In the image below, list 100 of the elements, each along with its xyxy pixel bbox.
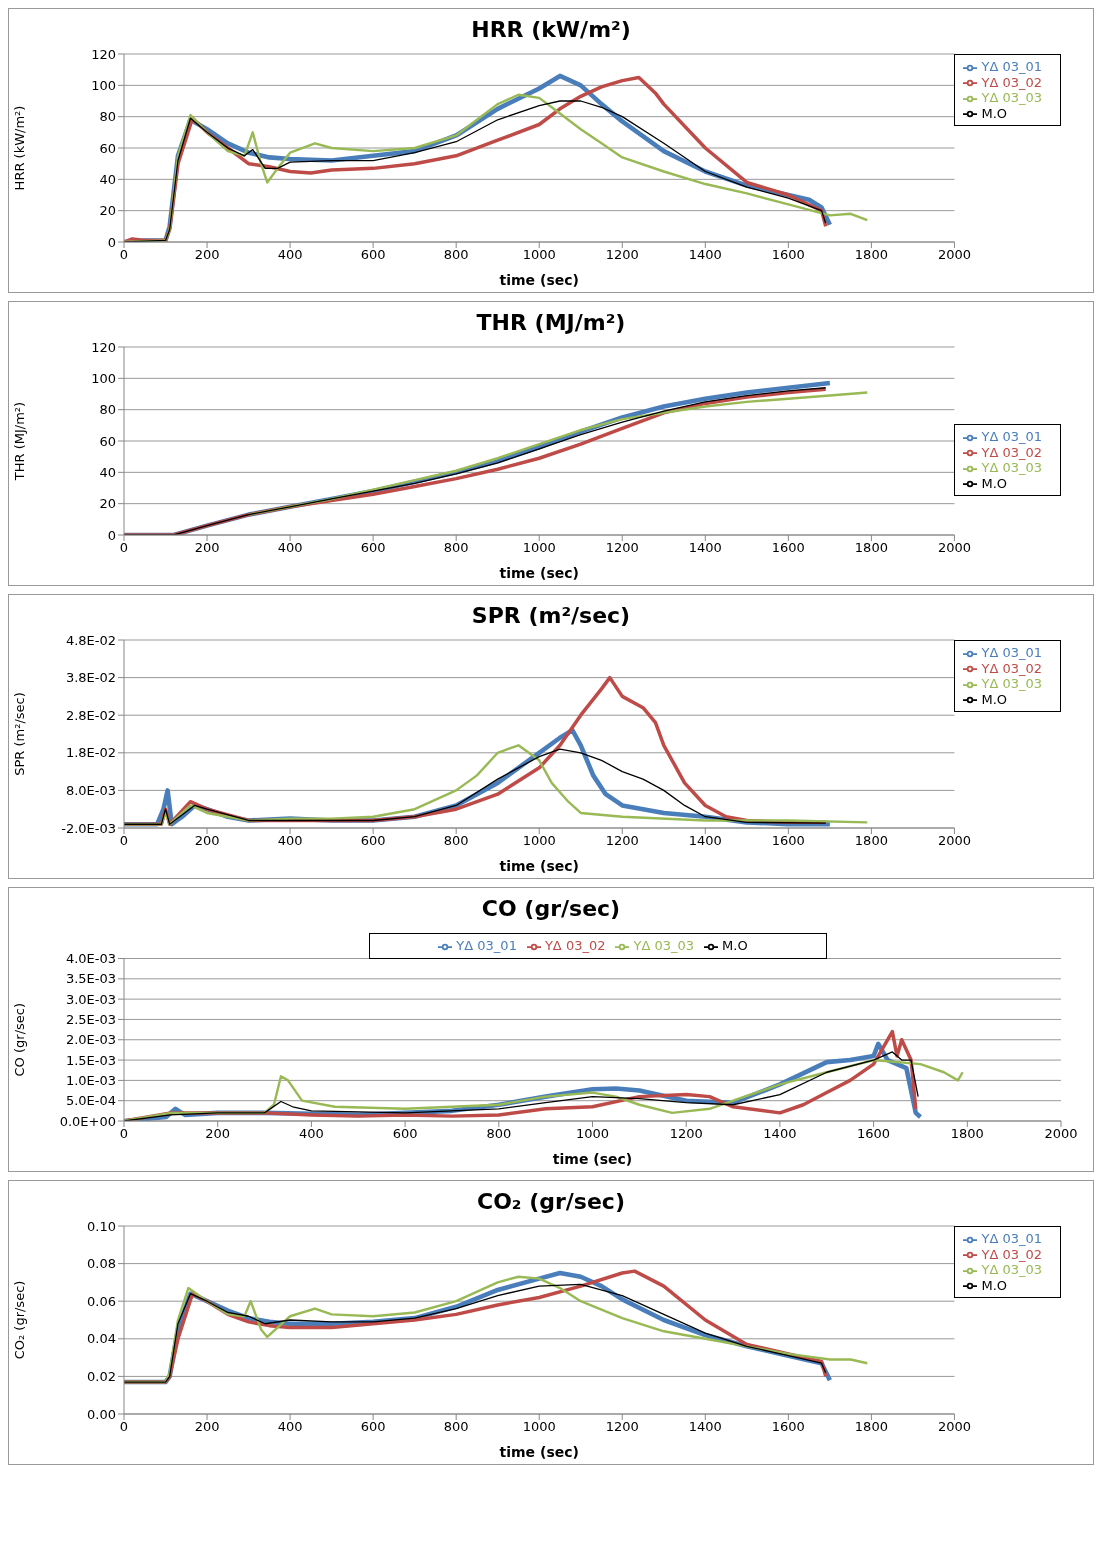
x-tick-label: 1000	[522, 1419, 556, 1435]
x-tick-label: 1600	[771, 540, 805, 556]
x-tick-label: 1600	[771, 1419, 805, 1435]
x-tick-label: 2000	[1044, 1126, 1078, 1142]
y-tick-label: 0.00	[87, 1406, 116, 1422]
y-tick-label: 60	[99, 140, 116, 156]
y-tick-label: 0.02	[87, 1369, 116, 1385]
y-tick-label: 4.8E-02	[65, 632, 116, 648]
x-tick-label: 1800	[950, 1126, 984, 1142]
x-tick-label: 1000	[522, 540, 556, 556]
legend-label: YΔ 03_03	[981, 90, 1042, 105]
y-tick-label: 1.0E-03	[65, 1072, 116, 1088]
x-tick-label: 400	[277, 247, 303, 263]
x-tick-label: 0	[119, 1419, 129, 1435]
x-tick-label: 1000	[522, 247, 556, 263]
chart-title: CO₂ (gr/sec)	[476, 1188, 626, 1214]
legend-label: M.O	[981, 691, 1008, 707]
chart-title: THR (MJ/m²)	[475, 309, 627, 335]
y-tick-label: 3.0E-03	[65, 991, 116, 1007]
y-tick-label: 4.0E-03	[65, 951, 116, 967]
y-tick-label: 0	[107, 527, 116, 543]
y-tick-label: 40	[99, 171, 116, 187]
x-tick-label: 2000	[937, 540, 971, 556]
y-tick-label: 0.06	[87, 1293, 116, 1309]
x-tick-label: 800	[443, 1419, 469, 1435]
x-tick-label: 400	[277, 540, 303, 556]
x-tick-label: 1400	[688, 247, 722, 263]
x-tick-label: 1200	[605, 833, 639, 849]
x-axis-title: time (sec)	[552, 1151, 633, 1167]
x-tick-label: 1400	[688, 833, 722, 849]
legend-label: YΔ 03_01	[456, 938, 517, 953]
y-tick-label: 80	[99, 109, 116, 125]
x-tick-label: 1200	[605, 1419, 639, 1435]
legend-label: YΔ 03_02	[981, 1246, 1042, 1262]
y-axis-title: CO (gr/sec)	[11, 1003, 27, 1077]
x-axis-title: time (sec)	[499, 1444, 579, 1460]
x-tick-label: 1200	[605, 247, 639, 263]
y-tick-label: 80	[99, 402, 116, 418]
x-tick-label: 0	[119, 247, 129, 263]
legend-label: YΔ 03_03	[981, 676, 1042, 691]
y-tick-label: 8.0E-03	[65, 783, 116, 799]
y-tick-label: 0.08	[87, 1256, 116, 1272]
y-tick-label: 5.0E-04	[65, 1093, 116, 1109]
x-tick-label: 1800	[854, 540, 888, 556]
legend-label: YΔ 03_02	[981, 444, 1042, 460]
x-tick-label: 600	[392, 1126, 418, 1142]
legend-label: YΔ 03_02	[981, 660, 1042, 676]
x-tick-label: 800	[443, 833, 469, 849]
x-tick-label: 200	[194, 540, 220, 556]
legend-label: YΔ 03_02	[981, 74, 1042, 90]
legend-label: YΔ 03_03	[633, 938, 695, 953]
x-axis-title: time (sec)	[499, 565, 579, 581]
legend-label: M.O	[981, 1277, 1008, 1293]
x-tick-label: 1000	[522, 833, 556, 849]
x-tick-label: 200	[194, 1419, 220, 1435]
chart-title: SPR (m²/sec)	[470, 602, 632, 628]
x-tick-label: 800	[443, 540, 469, 556]
x-tick-label: 2000	[937, 247, 971, 263]
y-tick-label: -2.0E-03	[61, 820, 116, 836]
x-tick-label: 2000	[937, 1419, 971, 1435]
x-tick-label: 400	[277, 1419, 303, 1435]
x-tick-label: 2000	[937, 833, 971, 849]
legend-label: YΔ 03_03	[981, 460, 1042, 475]
y-tick-label: 100	[91, 370, 116, 386]
y-axis-title: CO₂ (gr/sec)	[11, 1280, 27, 1360]
legend-label: M.O	[722, 938, 748, 953]
x-tick-label: 400	[277, 833, 303, 849]
x-tick-label: 0	[119, 1126, 129, 1142]
y-tick-label: 0.0E+00	[59, 1113, 116, 1129]
legend-label: YΔ 03_02	[544, 938, 606, 953]
x-tick-label: 1600	[771, 247, 805, 263]
x-tick-label: 1800	[854, 1419, 888, 1435]
x-tick-label: 1200	[605, 540, 639, 556]
legend-label: YΔ 03_01	[981, 429, 1042, 444]
x-tick-label: 1400	[763, 1126, 797, 1142]
x-tick-label: 0	[119, 540, 129, 556]
x-tick-label: 1200	[669, 1126, 703, 1142]
y-tick-label: 0.10	[87, 1218, 116, 1234]
y-tick-label: 120	[91, 339, 116, 355]
x-tick-label: 600	[360, 540, 386, 556]
x-tick-label: 600	[360, 833, 386, 849]
y-axis-title: SPR (m²/sec)	[11, 692, 27, 776]
y-tick-label: 2.8E-02	[65, 707, 116, 723]
y-tick-label: 0	[107, 234, 116, 250]
x-tick-label: 600	[360, 1419, 386, 1435]
x-tick-label: 1400	[688, 540, 722, 556]
legend-label: YΔ 03_01	[981, 1231, 1042, 1246]
y-tick-label: 20	[99, 496, 116, 512]
x-tick-label: 1800	[854, 833, 888, 849]
y-axis-title: THR (MJ/m²)	[11, 401, 27, 482]
y-tick-label: 1.8E-02	[65, 745, 116, 761]
x-tick-label: 800	[486, 1126, 512, 1142]
x-tick-label: 200	[205, 1126, 231, 1142]
x-tick-label: 0	[119, 833, 129, 849]
x-tick-label: 1000	[575, 1126, 610, 1142]
x-tick-label: 200	[194, 247, 220, 263]
x-tick-label: 1600	[857, 1126, 891, 1142]
y-tick-label: 20	[99, 203, 116, 219]
x-axis-title: time (sec)	[499, 272, 579, 288]
y-tick-label: 1.5E-03	[65, 1052, 116, 1068]
